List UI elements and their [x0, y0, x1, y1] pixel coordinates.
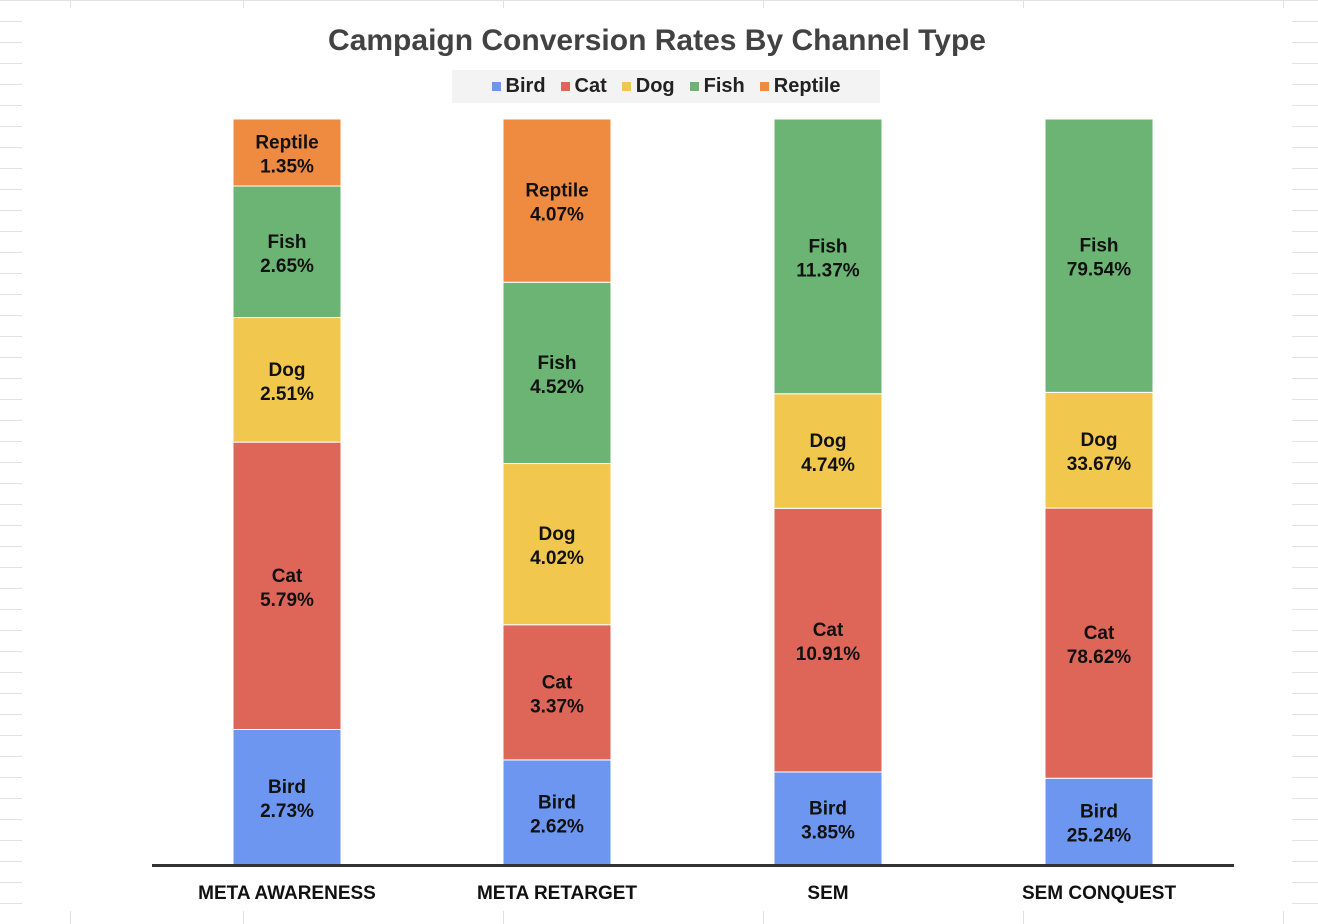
legend-label: Bird — [505, 75, 546, 97]
legend-swatch — [759, 82, 769, 91]
data-label-value: 11.37% — [796, 260, 859, 281]
x-axis-tick-label: SEM — [807, 883, 848, 904]
data-label-value: 3.85% — [801, 822, 855, 843]
data-label-value: 4.02% — [530, 548, 584, 569]
data-label-series: Cat — [813, 620, 844, 641]
x-axis-tick-label: META AWARENESS — [198, 883, 376, 904]
data-label-value: 10.91% — [796, 644, 861, 665]
bar-segment-bird[interactable] — [773, 771, 883, 866]
data-label-series: Fish — [1079, 236, 1118, 257]
bar-segment-cat[interactable] — [502, 624, 612, 761]
legend-label: Fish — [703, 75, 745, 97]
data-label-value: 4.52% — [530, 377, 584, 398]
data-label-series: Bird — [809, 798, 847, 819]
legend-item-reptile: Reptile — [759, 75, 841, 98]
chart-title: Campaign Conversion Rates By Channel Typ… — [328, 24, 986, 57]
legend-label: Dog — [635, 75, 675, 97]
data-label-value: 1.35% — [260, 157, 314, 178]
legend-label: Cat — [574, 75, 607, 97]
data-label-series: Dog — [269, 360, 306, 381]
x-axis-tick-label: SEM CONQUEST — [1022, 883, 1177, 904]
data-label-series: Dog — [810, 431, 847, 452]
data-label-value: 2.65% — [260, 256, 314, 277]
bar-segment-fish[interactable] — [773, 118, 883, 395]
data-label-value: 4.74% — [801, 455, 855, 476]
data-label-series: Bird — [538, 792, 576, 813]
data-label-series: Fish — [808, 236, 847, 257]
data-label-series: Fish — [267, 232, 306, 253]
data-label-value: 79.54% — [1067, 260, 1132, 281]
x-axis-tick-label: META RETARGET — [477, 883, 637, 904]
data-label-value: 2.51% — [260, 384, 314, 405]
legend-label: Reptile — [773, 75, 841, 97]
data-label-series: Reptile — [255, 133, 318, 154]
bar-segment-dog[interactable] — [232, 317, 342, 443]
data-label-value: 78.62% — [1067, 647, 1132, 668]
data-label-series: Cat — [1084, 623, 1115, 644]
bar-segment-cat[interactable] — [232, 441, 342, 730]
data-label-value: 3.37% — [530, 696, 584, 717]
data-label-value: 4.07% — [530, 205, 584, 226]
bar-segment-bird[interactable] — [232, 728, 342, 866]
bar-segment-dog[interactable] — [773, 393, 883, 509]
bar-segment-fish[interactable] — [1044, 118, 1154, 393]
data-label-series: Reptile — [525, 181, 588, 202]
data-label-value: 2.62% — [530, 816, 584, 837]
data-label-series: Dog — [539, 524, 576, 545]
legend-item-fish: Fish — [689, 75, 745, 98]
legend-item-cat: Cat — [560, 75, 607, 98]
chart-legend: Bird Cat Dog Fish Reptile — [452, 70, 880, 103]
bar-segment-fish[interactable] — [232, 185, 342, 319]
data-label-series: Fish — [537, 353, 576, 374]
data-label-value: 33.67% — [1067, 454, 1132, 475]
data-label-value: 5.79% — [260, 590, 314, 611]
legend-swatch — [491, 82, 501, 91]
legend-swatch — [621, 82, 631, 91]
bar-segment-cat[interactable] — [773, 507, 883, 773]
data-label-series: Dog — [1081, 430, 1118, 451]
data-label-value: 2.73% — [260, 801, 314, 822]
bar-segment-fish[interactable] — [502, 281, 612, 465]
data-label-series: Bird — [268, 777, 306, 798]
bar-segment-reptile[interactable] — [502, 118, 612, 283]
data-label-series: Bird — [1080, 802, 1118, 823]
legend-item-bird: Bird — [491, 75, 546, 98]
legend-item-dog: Dog — [621, 75, 675, 98]
legend-swatch — [560, 82, 570, 91]
data-label-series: Cat — [542, 672, 573, 693]
data-label-value: 25.24% — [1067, 826, 1132, 847]
bar-segment-reptile[interactable] — [232, 118, 342, 187]
legend-swatch — [689, 82, 699, 91]
data-label-series: Cat — [272, 566, 303, 587]
